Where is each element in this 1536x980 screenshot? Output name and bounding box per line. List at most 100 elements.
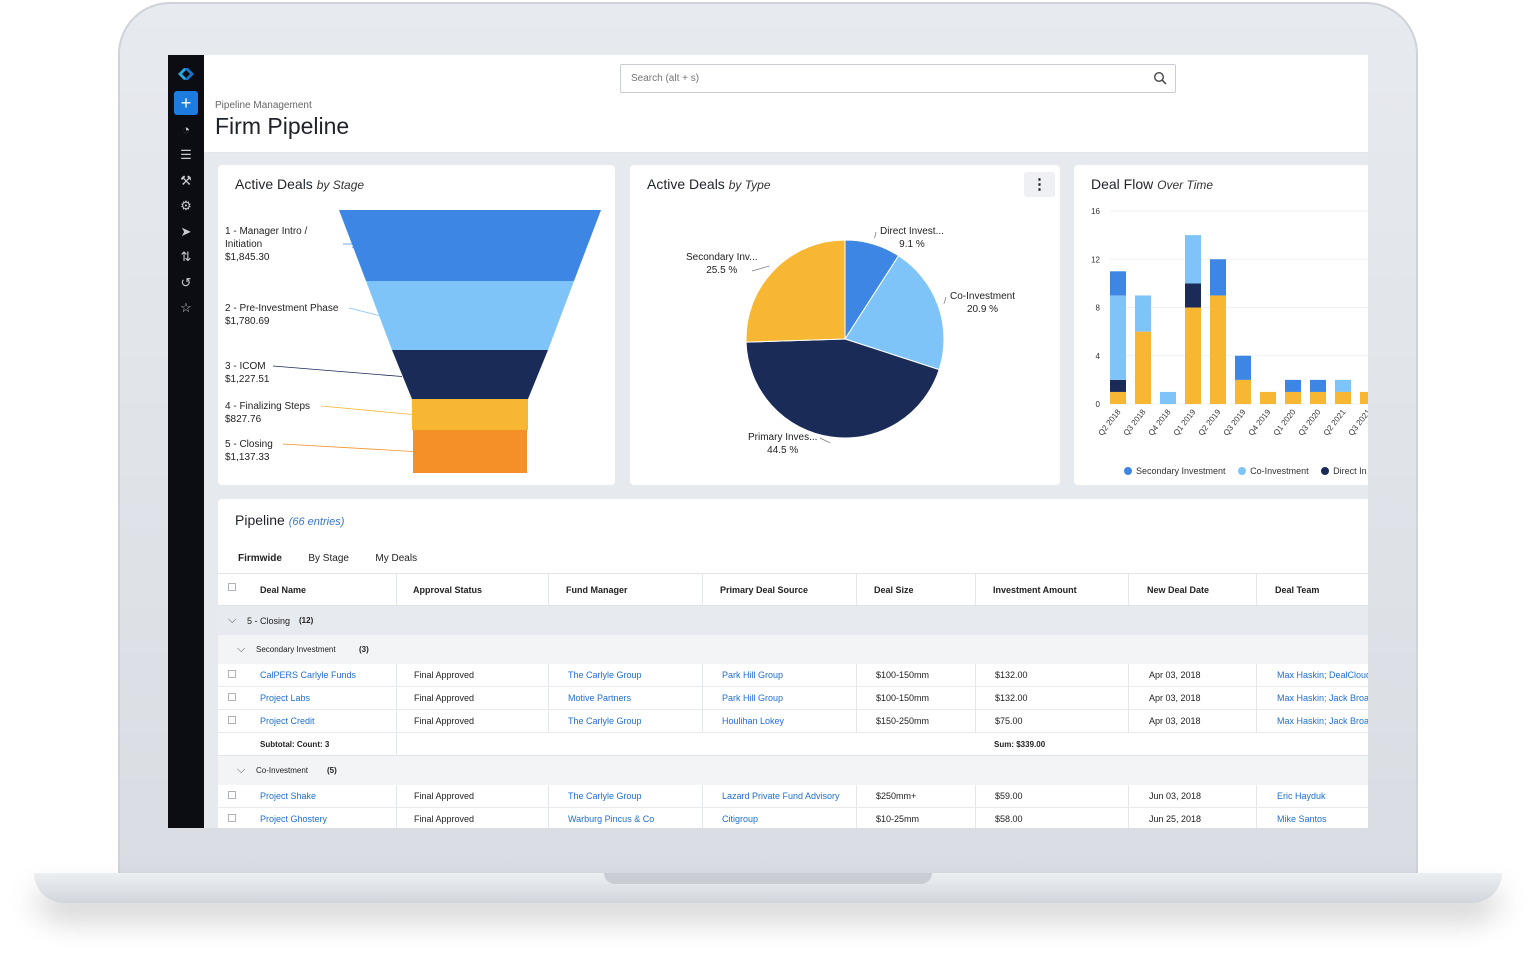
cell-investment-amount: $58.00 (975, 808, 1023, 828)
cell-primary-deal-source[interactable]: Park Hill Group (702, 687, 783, 709)
funnel-stage-value: $1,780.69 (225, 316, 270, 327)
wrench-icon[interactable]: ⚒ (180, 173, 192, 188)
column-header-primary-deal-source[interactable]: Primary Deal Source (702, 574, 808, 605)
column-header-approval-status[interactable]: Approval Status (396, 574, 482, 605)
cell-primary-deal-source[interactable]: Citigroup (702, 808, 758, 828)
column-header-deal-team[interactable]: Deal Team (1256, 574, 1319, 605)
row-checkbox[interactable] (228, 693, 236, 701)
funnel-chart (272, 210, 601, 473)
send-icon[interactable]: ➤ (180, 224, 192, 239)
column-header-investment-amount[interactable]: Investment Amount (975, 574, 1077, 605)
cell-new-deal-date: Apr 03, 2018 (1128, 710, 1201, 732)
funnel-stage-value: $827.76 (225, 414, 262, 425)
table-header-row: Deal Name Approval Status Fund Manager P… (218, 573, 1368, 606)
y-tick-label: 0 (1096, 400, 1101, 409)
funnel-stage-3 (392, 350, 548, 399)
pie-slice-2 (844, 255, 945, 371)
gear-icon[interactable]: ⚙ (180, 198, 192, 213)
transfer-icon[interactable]: ⇅ (180, 249, 192, 264)
funnel-stage-value: $1,137.33 (225, 452, 270, 463)
cell-deal-name[interactable]: Project Credit (260, 716, 315, 726)
cell-primary-deal-source[interactable]: Houlihan Lokey (702, 710, 784, 732)
cell-deal-team[interactable]: Eric Hayduk (1256, 785, 1326, 807)
breadcrumb[interactable]: Pipeline Management (215, 100, 312, 111)
x-tick-label: Q1 2020 (1272, 407, 1298, 437)
cell-deal-size: $10-25mm (856, 808, 919, 828)
column-header-fund-manager[interactable]: Fund Manager (548, 574, 628, 605)
app-logo-icon[interactable] (176, 65, 196, 83)
deal-flow-card: Deal Flow Over Time 0 4 8 12 16 Q2 2018 Q3 201… (1074, 165, 1368, 485)
funnel-stage-2 (366, 281, 574, 350)
legend-item-co-investment[interactable]: Co-Investment (1238, 466, 1309, 476)
pie-leader-line (751, 265, 770, 272)
card-menu-icon[interactable]: ⋮ (1024, 172, 1055, 197)
search-box[interactable] (620, 64, 1176, 93)
table-row[interactable]: Project Ghostery Final Approved Warburg Pi… (218, 808, 1368, 828)
chevron-down-icon[interactable]: ⌵ (237, 643, 246, 655)
bar-segment (1285, 379, 1301, 392)
column-header-new-deal-date[interactable]: New Deal Date (1128, 574, 1209, 605)
cell-fund-manager[interactable]: The Carlyle Group (548, 664, 642, 686)
legend-item-direct[interactable]: Direct In (1321, 466, 1367, 476)
tab-by-stage[interactable]: By Stage (308, 553, 349, 564)
select-all-checkbox[interactable] (228, 583, 236, 591)
column-divider (396, 733, 397, 755)
cell-primary-deal-source[interactable]: Lazard Private Fund Advisory (702, 785, 840, 807)
cell-deal-name[interactable]: Project Shake (260, 791, 317, 801)
search-input[interactable] (631, 65, 1131, 92)
bar-segment (1110, 379, 1126, 392)
funnel-connector-3 (272, 365, 403, 377)
chevron-down-icon[interactable]: ⌵ (237, 764, 246, 776)
pipeline-entry-count: (66 entries) (288, 516, 345, 528)
laptop-notch (604, 873, 932, 884)
row-checkbox[interactable] (228, 716, 236, 724)
cell-fund-manager[interactable]: Motive Partners (548, 687, 631, 709)
star-icon[interactable]: ☆ (180, 300, 192, 315)
table-row[interactable]: CalPERS Carlyle Funds Final Approved The C… (218, 664, 1368, 687)
bar-segment (1260, 391, 1276, 404)
table-row[interactable]: Project Labs Final Approved Motive Partner… (218, 687, 1368, 710)
legend-dot (1321, 467, 1330, 475)
cell-deal-team[interactable]: Mike Santos (1256, 808, 1327, 828)
subgroup-row-co-investment[interactable]: ⌵ Co-Investment (5) (218, 756, 1368, 785)
cell-investment-amount: $132.00 (975, 687, 1028, 709)
cell-deal-team[interactable]: Max Haskin; Jack Broad (1256, 687, 1368, 709)
cell-fund-manager[interactable]: Warburg Pincus & Co (548, 808, 654, 828)
list-icon[interactable]: ☰ (180, 147, 192, 162)
cell-fund-manager[interactable]: The Carlyle Group (548, 710, 642, 732)
cell-new-deal-date: Jun 25, 2018 (1128, 808, 1201, 828)
top-bar: Pipeline Management Firm Pipeline (204, 55, 1368, 153)
x-tick-label: Q4 2018 (1147, 407, 1173, 437)
row-checkbox[interactable] (228, 791, 236, 799)
table-row[interactable]: Project Shake Final Approved The Carlyle G… (218, 785, 1368, 808)
column-header-deal-name[interactable]: Deal Name (260, 584, 307, 595)
legend-item-secondary[interactable]: Secondary Investment (1124, 466, 1226, 476)
subgroup-count: (5) (327, 766, 337, 775)
x-tick-label: Q1 2019 (1172, 407, 1198, 437)
group-row-closing[interactable]: ⌵ 5 - Closing (12) (218, 606, 1368, 635)
cell-deal-team[interactable]: Max Haskin; DealCloud (1256, 664, 1368, 686)
subgroup-row-secondary[interactable]: ⌵ Secondary Investment (3) (218, 635, 1368, 664)
cell-deal-name[interactable]: Project Labs (260, 693, 311, 703)
table-row[interactable]: Project Credit Final Approved The Carlyle … (218, 710, 1368, 733)
pipeline-title-text: Pipeline (235, 512, 285, 528)
chevron-down-icon[interactable]: ⌵ (228, 614, 237, 626)
search-icon[interactable] (1153, 71, 1167, 85)
column-header-deal-size[interactable]: Deal Size (856, 574, 914, 605)
cell-primary-deal-source[interactable]: Park Hill Group (702, 664, 783, 686)
cell-deal-name[interactable]: Project Ghostery (260, 814, 328, 824)
tab-my-deals[interactable]: My Deals (375, 553, 418, 564)
history-icon[interactable]: ↺ (180, 275, 192, 290)
x-tick-label: Q3 2021 (1347, 407, 1368, 437)
funnel-connector-4 (320, 405, 413, 415)
cell-fund-manager[interactable]: The Carlyle Group (548, 785, 642, 807)
row-checkbox[interactable] (228, 814, 236, 822)
pie-slice-label: Direct Invest... 9.1 % (880, 225, 944, 251)
cell-deal-team[interactable]: Max Haskin; Jack Broad (1256, 710, 1368, 732)
add-icon[interactable]: + (174, 91, 198, 115)
cell-deal-name[interactable]: CalPERS Carlyle Funds (260, 670, 357, 680)
dashboard-icon[interactable]: ◔ (182, 122, 190, 137)
pie-slice-label: Primary Inves... 44.5 % (748, 431, 817, 457)
row-checkbox[interactable] (228, 670, 236, 678)
